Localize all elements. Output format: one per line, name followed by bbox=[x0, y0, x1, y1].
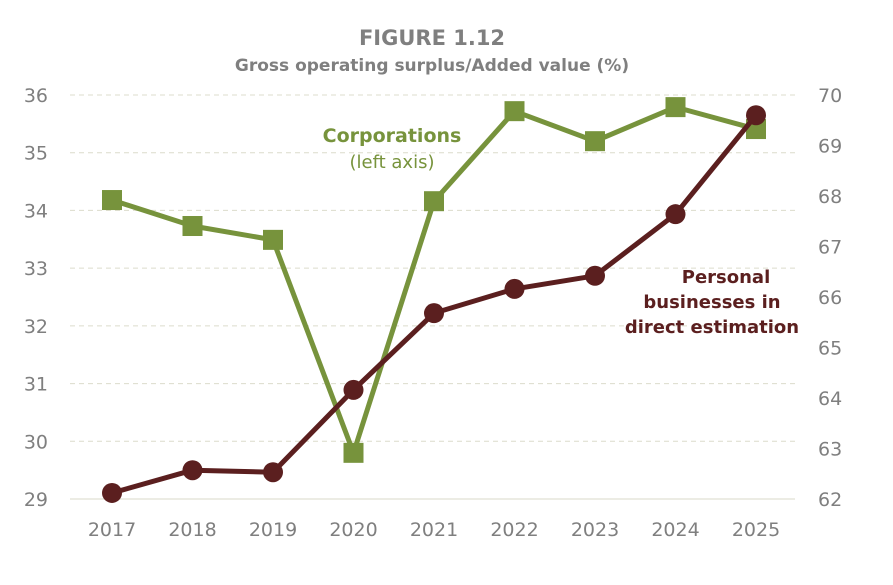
left-axis-tick-label: 32 bbox=[24, 316, 48, 338]
corporations-marker bbox=[424, 191, 444, 212]
personal-businesses-marker bbox=[665, 204, 686, 225]
x-axis-tick-label: 2021 bbox=[410, 519, 458, 541]
personal-label-line-3: direct estimation bbox=[625, 317, 799, 338]
left-axis-tick-label: 33 bbox=[24, 258, 48, 280]
personal-businesses-marker bbox=[746, 105, 766, 126]
corporations-marker bbox=[102, 190, 122, 211]
personal-businesses-marker bbox=[504, 278, 525, 299]
left-axis-tick-label: 31 bbox=[24, 374, 48, 396]
corporations-marker bbox=[665, 97, 686, 118]
x-axis-tick-label: 2020 bbox=[329, 519, 377, 541]
chart-subtitle: Gross operating surplus/Added value (%) bbox=[235, 56, 629, 76]
corporations-label: Corporations bbox=[323, 125, 462, 147]
x-axis-tick-label: 2018 bbox=[168, 519, 216, 541]
left-axis-tick-label: 34 bbox=[24, 200, 48, 222]
personal-businesses-marker bbox=[585, 265, 605, 286]
personal-businesses-marker bbox=[343, 379, 364, 400]
right-axis-tick-label: 62 bbox=[818, 489, 842, 511]
right-axis-tick-label: 65 bbox=[818, 338, 842, 360]
corporations-marker bbox=[343, 442, 364, 463]
corporations-marker bbox=[182, 216, 203, 237]
x-axis-tick-label: 2023 bbox=[571, 519, 619, 541]
right-axis-tick-label: 68 bbox=[818, 186, 842, 208]
x-axis-tick-label: 2024 bbox=[651, 519, 699, 541]
x-axis-tick-label: 2022 bbox=[490, 519, 538, 541]
right-axis-tick-label: 69 bbox=[818, 136, 842, 158]
right-axis-tick-label: 70 bbox=[818, 85, 842, 107]
right-axis-tick-label: 63 bbox=[818, 439, 842, 461]
left-axis-tick-label: 29 bbox=[24, 489, 48, 511]
right-axis-tick-label: 66 bbox=[818, 287, 842, 309]
x-axis-tick-label: 2017 bbox=[88, 519, 136, 541]
right-axis-tick-label: 67 bbox=[818, 237, 842, 259]
right-axis-tick-label: 64 bbox=[818, 388, 842, 410]
left-axis-tick-label: 35 bbox=[24, 143, 48, 165]
x-axis-tick-label: 2019 bbox=[249, 519, 297, 541]
corporations-axis-note: (left axis) bbox=[350, 152, 435, 173]
left-axis-tick-label: 30 bbox=[24, 431, 48, 453]
personal-businesses-marker bbox=[182, 460, 203, 481]
corporations-marker bbox=[263, 229, 283, 250]
personal-businesses-marker bbox=[424, 303, 444, 324]
corporations-marker bbox=[585, 131, 605, 152]
x-axis-tick-label: 2025 bbox=[732, 519, 780, 541]
personal-label-line-2: businesses in bbox=[643, 292, 780, 313]
corporations-marker bbox=[504, 101, 525, 122]
personal-businesses-marker bbox=[263, 462, 283, 483]
chart-title: FIGURE 1.12 bbox=[359, 26, 505, 50]
personal-label-line-1: Personal bbox=[682, 267, 771, 288]
left-axis-tick-label: 36 bbox=[24, 85, 48, 107]
personal-businesses-marker bbox=[102, 482, 122, 503]
